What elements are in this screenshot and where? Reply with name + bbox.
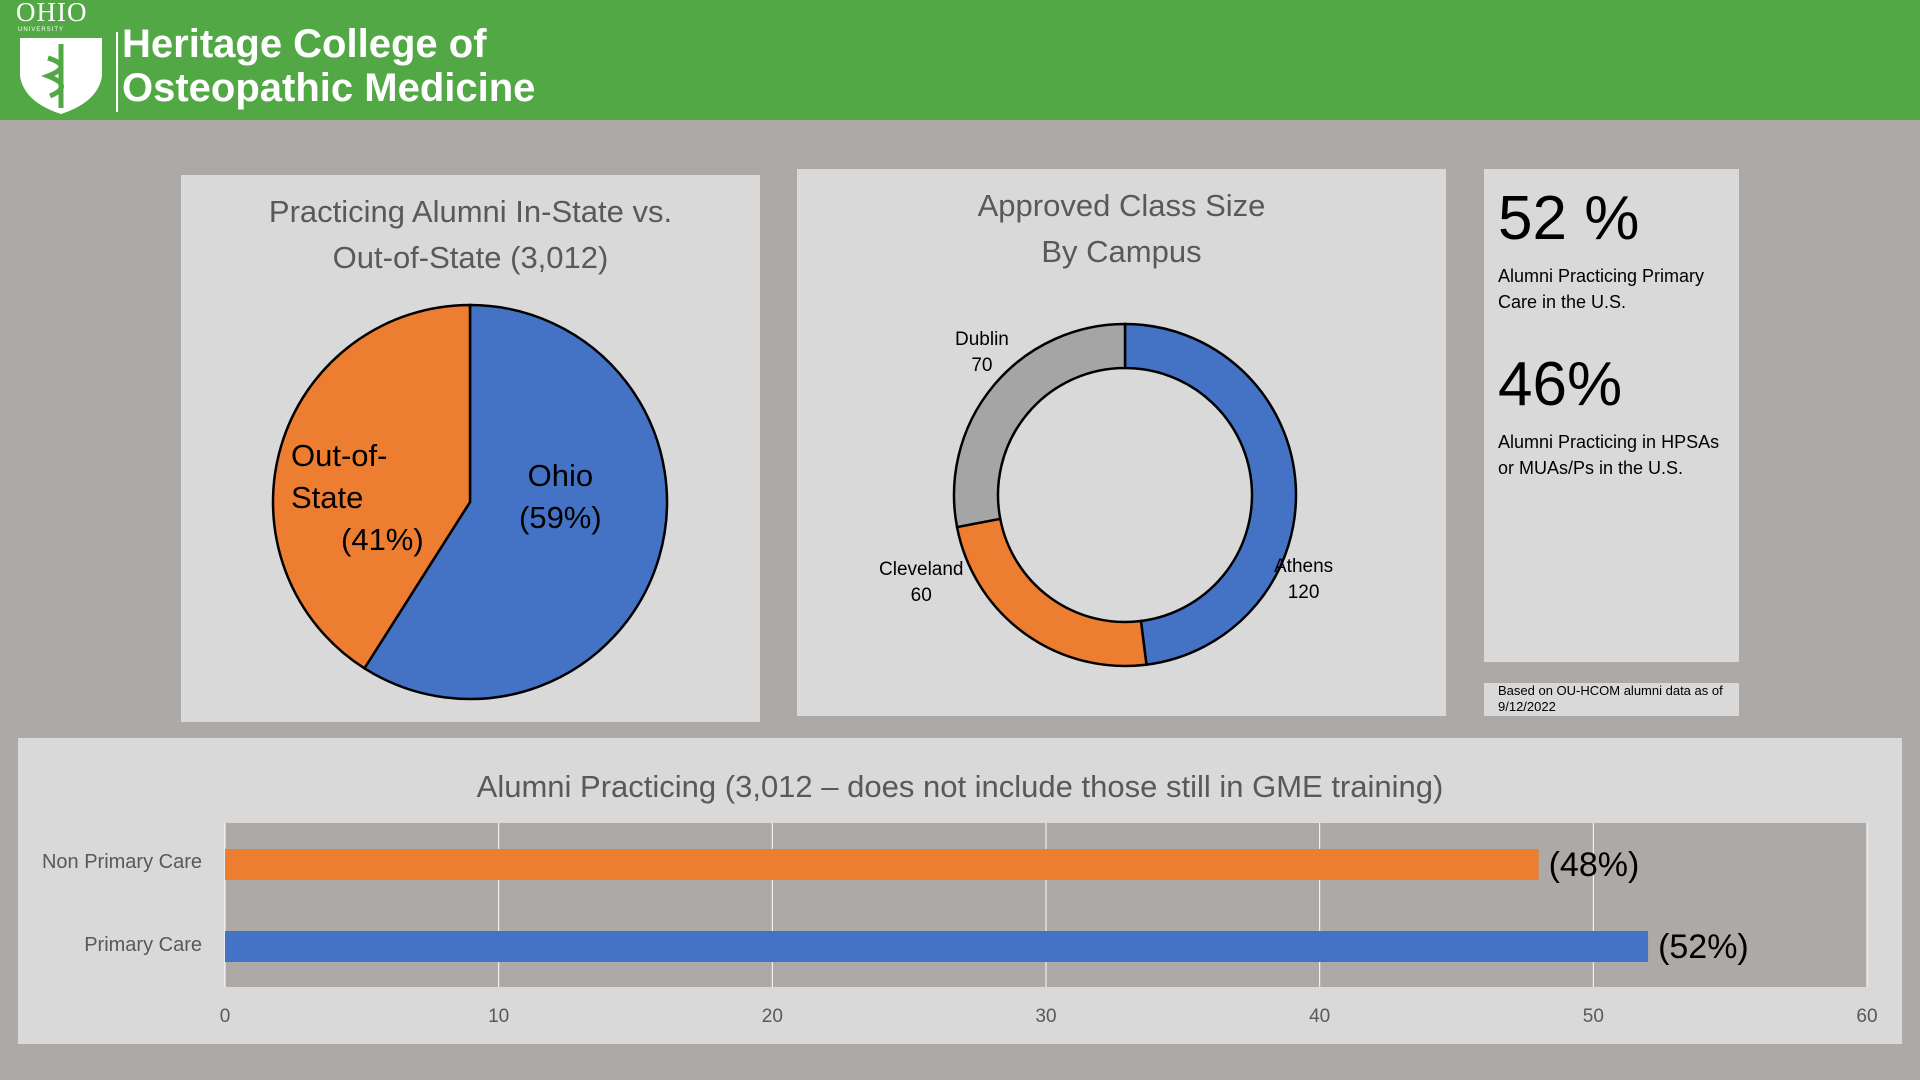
bar xyxy=(225,931,1649,962)
bar-chart-title: Alumni Practicing (3,012 – does not incl… xyxy=(476,769,1444,804)
donut-segment-athens xyxy=(1123,322,1298,667)
ohio-university-logo: OHIO UNIVERSITY xyxy=(14,0,124,118)
pie-chart-panel: Practicing Alumni In-State vs. Out-of-Sta… xyxy=(181,175,760,722)
header-banner: OHIO UNIVERSITY Heritage College of Osteo… xyxy=(0,0,1920,120)
bar-category-label: Non Primary Care xyxy=(41,851,202,873)
primary-care-percent: 52 % xyxy=(1498,184,1640,253)
college-title: Heritage College of Osteopathic Medicine xyxy=(122,22,536,110)
data-source-note: Based on OU-HCOM alumni data as of 9/12/… xyxy=(1484,683,1739,716)
hpsa-percent: 46% xyxy=(1498,350,1623,419)
donut-label-cleveland: Cleveland 60 xyxy=(879,559,964,606)
x-tick-label: 30 xyxy=(1035,1006,1057,1027)
bar-data-label: (52%) xyxy=(1658,928,1749,966)
primary-care-text: Alumni Practicing Primary Care in the U.… xyxy=(1498,266,1705,312)
donut-label-athens: Athens 120 xyxy=(1274,556,1334,603)
donut-label-dublin: Dublin 70 xyxy=(955,329,1009,376)
x-tick-label: 0 xyxy=(219,1006,231,1027)
donut-chart-title: Approved Class Size By Campus xyxy=(977,188,1266,269)
pie-slice-ohio xyxy=(362,303,669,701)
stats-panel: 52 % Alumni Practicing Primary Care in t… xyxy=(1484,169,1739,662)
hpsa-text: Alumni Practicing in HPSAs or MUAs/Ps in… xyxy=(1498,432,1720,478)
bar xyxy=(225,849,1539,880)
x-tick-label: 20 xyxy=(761,1006,783,1027)
pie-chart xyxy=(271,303,669,701)
shield-icon xyxy=(20,38,102,114)
x-tick-label: 60 xyxy=(1856,1006,1878,1027)
pie-slice-out-of-state xyxy=(271,303,472,671)
bar-data-label: (48%) xyxy=(1549,846,1640,884)
x-tick-label: 10 xyxy=(488,1006,510,1027)
bar-category-label: Primary Care xyxy=(84,934,202,956)
pie-chart-title: Practicing Alumni In-State vs. Out-of-Sta… xyxy=(268,194,673,275)
donut-chart-panel: Approved Class Size By Campus Athens 120 C… xyxy=(797,169,1446,716)
pie-label-ohio: Ohio (59%) xyxy=(519,458,602,535)
pie-label-out-of-state: Out-of- State (41%) xyxy=(291,438,424,557)
donut-chart xyxy=(952,322,1298,668)
logo-divider xyxy=(116,32,118,112)
x-tick-label: 40 xyxy=(1309,1006,1331,1027)
donut-segment-dublin xyxy=(952,322,1127,529)
x-tick-label: 50 xyxy=(1582,1006,1604,1027)
